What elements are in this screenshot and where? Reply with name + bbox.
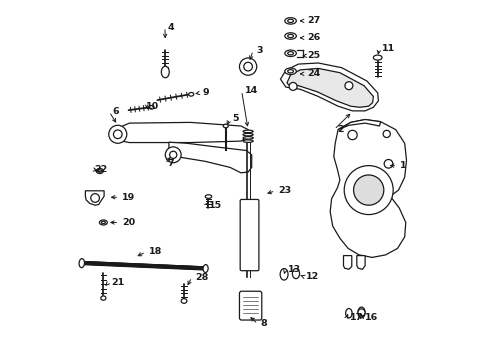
- Text: 15: 15: [209, 201, 222, 210]
- Text: 26: 26: [306, 33, 320, 42]
- Ellipse shape: [223, 124, 228, 128]
- Ellipse shape: [284, 18, 296, 24]
- Circle shape: [165, 147, 181, 163]
- Circle shape: [347, 130, 356, 140]
- Ellipse shape: [243, 130, 253, 132]
- Text: 12: 12: [306, 272, 319, 281]
- Circle shape: [108, 125, 126, 143]
- Ellipse shape: [96, 168, 103, 174]
- Ellipse shape: [101, 296, 106, 300]
- Polygon shape: [343, 256, 351, 269]
- Polygon shape: [286, 68, 373, 107]
- Circle shape: [353, 175, 383, 205]
- Text: 22: 22: [95, 165, 108, 174]
- Circle shape: [239, 58, 256, 75]
- Circle shape: [384, 159, 392, 168]
- Ellipse shape: [287, 19, 293, 22]
- Ellipse shape: [101, 221, 105, 224]
- Circle shape: [169, 151, 177, 158]
- Text: 21: 21: [111, 278, 124, 287]
- Ellipse shape: [181, 298, 186, 303]
- Polygon shape: [329, 120, 406, 257]
- Text: 2: 2: [336, 125, 343, 134]
- Ellipse shape: [243, 136, 253, 139]
- Ellipse shape: [287, 34, 293, 37]
- Text: 28: 28: [194, 273, 208, 282]
- FancyBboxPatch shape: [239, 291, 261, 320]
- Ellipse shape: [345, 309, 351, 318]
- Text: 25: 25: [306, 51, 320, 60]
- Text: 1: 1: [399, 161, 406, 170]
- Ellipse shape: [98, 170, 102, 172]
- Text: 17: 17: [349, 313, 362, 322]
- Circle shape: [244, 62, 252, 71]
- Text: 23: 23: [278, 186, 291, 195]
- Circle shape: [113, 130, 122, 139]
- Ellipse shape: [280, 269, 287, 280]
- Ellipse shape: [205, 195, 211, 198]
- Circle shape: [382, 130, 389, 138]
- Ellipse shape: [287, 51, 293, 55]
- Ellipse shape: [373, 55, 381, 60]
- Text: 3: 3: [256, 46, 262, 55]
- Text: 10: 10: [146, 102, 159, 111]
- Ellipse shape: [284, 33, 296, 39]
- Ellipse shape: [284, 50, 296, 57]
- Polygon shape: [337, 120, 380, 130]
- Text: 9: 9: [203, 88, 209, 97]
- Ellipse shape: [284, 68, 296, 75]
- Text: 18: 18: [148, 247, 162, 256]
- Polygon shape: [280, 63, 378, 111]
- Circle shape: [357, 309, 365, 316]
- Polygon shape: [168, 142, 251, 173]
- Text: 13: 13: [288, 265, 301, 274]
- Text: 20: 20: [122, 218, 135, 227]
- Polygon shape: [356, 256, 365, 269]
- Ellipse shape: [161, 66, 169, 78]
- Text: 24: 24: [306, 69, 320, 78]
- Text: 19: 19: [122, 193, 135, 202]
- Text: 7: 7: [167, 159, 174, 168]
- Ellipse shape: [203, 265, 208, 273]
- Ellipse shape: [243, 133, 253, 136]
- Polygon shape: [85, 191, 104, 205]
- Ellipse shape: [243, 140, 253, 142]
- FancyBboxPatch shape: [240, 199, 258, 271]
- Text: 8: 8: [260, 320, 267, 328]
- Text: 16: 16: [364, 313, 377, 322]
- Text: 5: 5: [232, 114, 239, 123]
- Circle shape: [288, 82, 296, 90]
- Text: 6: 6: [112, 107, 119, 116]
- Ellipse shape: [99, 220, 107, 225]
- Circle shape: [344, 166, 392, 215]
- Text: 14: 14: [244, 86, 257, 95]
- Text: 11: 11: [381, 44, 394, 53]
- Ellipse shape: [292, 269, 299, 279]
- Ellipse shape: [287, 69, 293, 73]
- Ellipse shape: [357, 307, 365, 318]
- Ellipse shape: [79, 259, 84, 267]
- Ellipse shape: [149, 105, 154, 109]
- Polygon shape: [118, 122, 247, 143]
- Text: 27: 27: [306, 16, 320, 25]
- Circle shape: [344, 82, 352, 90]
- Ellipse shape: [188, 93, 193, 96]
- Text: 4: 4: [167, 22, 174, 31]
- Circle shape: [91, 194, 99, 202]
